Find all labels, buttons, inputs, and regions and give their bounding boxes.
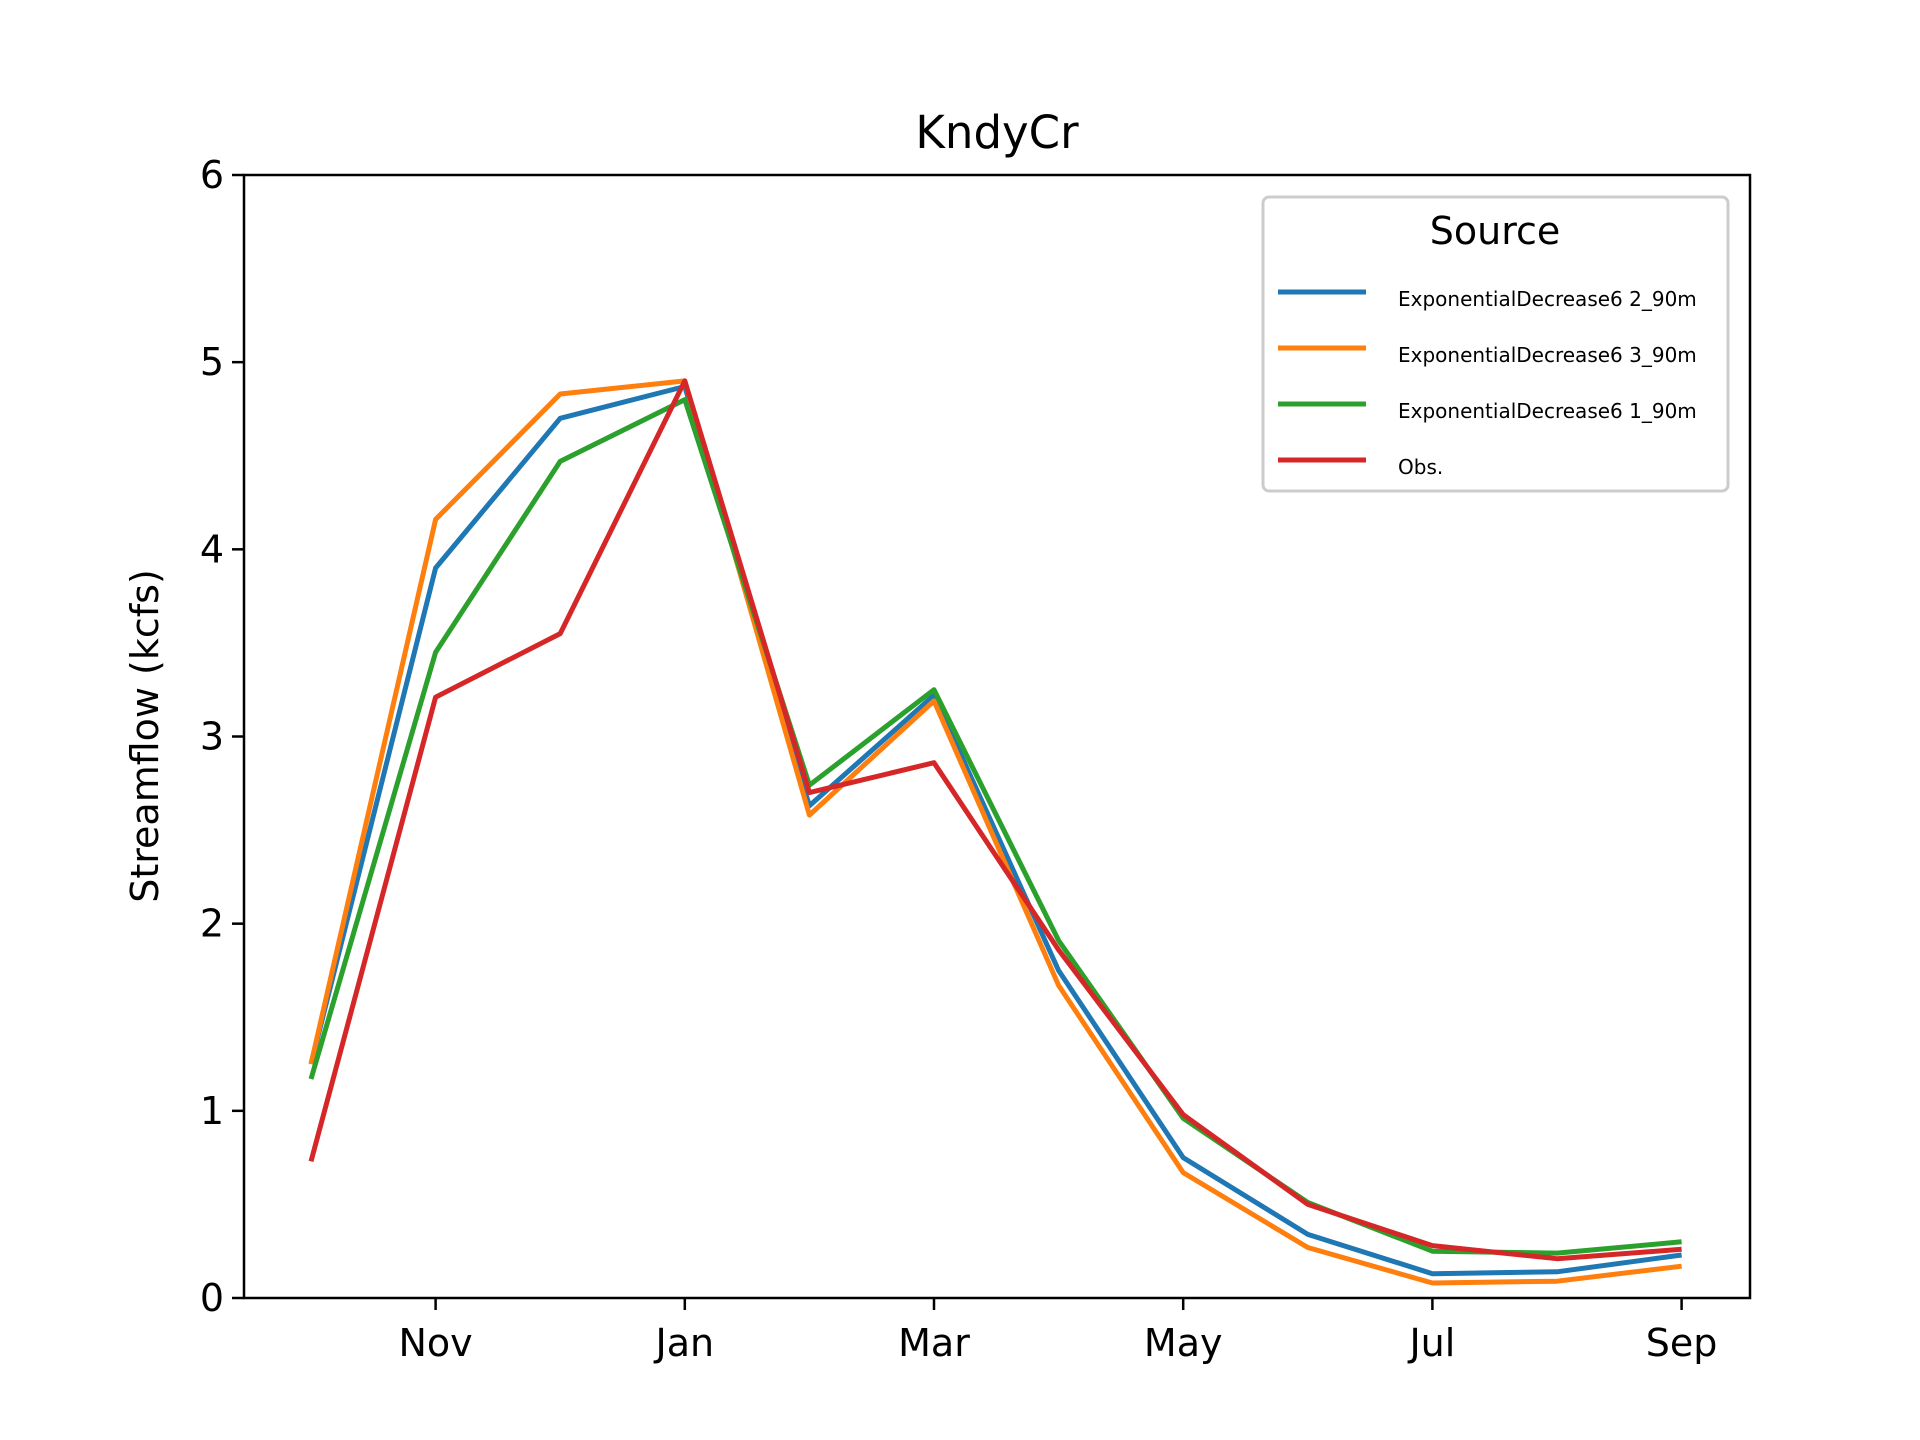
- x-tick-label: May: [1144, 1321, 1223, 1365]
- y-tick-label: 2: [200, 902, 224, 946]
- x-tick-label: Jan: [654, 1321, 715, 1365]
- x-tick-label: Sep: [1646, 1321, 1718, 1365]
- y-tick-label: 3: [200, 715, 224, 759]
- x-tick-label: Mar: [898, 1321, 970, 1365]
- series-lines: [308, 378, 1682, 1286]
- legend-label: ExponentialDecrease6 3_90m: [1398, 343, 1697, 367]
- y-axis: 0 1 2 3 4 5 6: [200, 153, 244, 1320]
- x-axis: Nov Jan Mar May Jul Sep: [399, 1298, 1718, 1365]
- series-line-3: [308, 378, 1682, 1262]
- y-tick-label: 6: [200, 153, 224, 197]
- legend-label: ExponentialDecrease6 2_90m: [1398, 287, 1697, 311]
- series-line-1: [308, 378, 1682, 1286]
- legend-box: [1261, 195, 1730, 493]
- legend-label: Obs.: [1398, 455, 1443, 479]
- legend-label: ExponentialDecrease6 1_90m: [1398, 399, 1697, 423]
- series-line-0: [308, 384, 1682, 1277]
- y-tick-label: 0: [200, 1276, 224, 1320]
- y-axis-label: Streamflow (kcfs): [123, 569, 167, 903]
- x-tick-label: Nov: [399, 1321, 473, 1365]
- y-tick-label: 5: [200, 340, 224, 384]
- plot-area-frame: [242, 173, 1752, 1300]
- chart-title: KndyCr: [915, 106, 1079, 159]
- y-tick-label: 1: [200, 1089, 224, 1133]
- legend: Source ExponentialDecrease6 2_90m Exponen…: [1261, 195, 1730, 493]
- legend-title: Source: [1430, 209, 1561, 253]
- x-tick-label: Jul: [1407, 1321, 1455, 1365]
- y-tick-label: 4: [200, 527, 224, 571]
- series-line-2: [308, 397, 1682, 1256]
